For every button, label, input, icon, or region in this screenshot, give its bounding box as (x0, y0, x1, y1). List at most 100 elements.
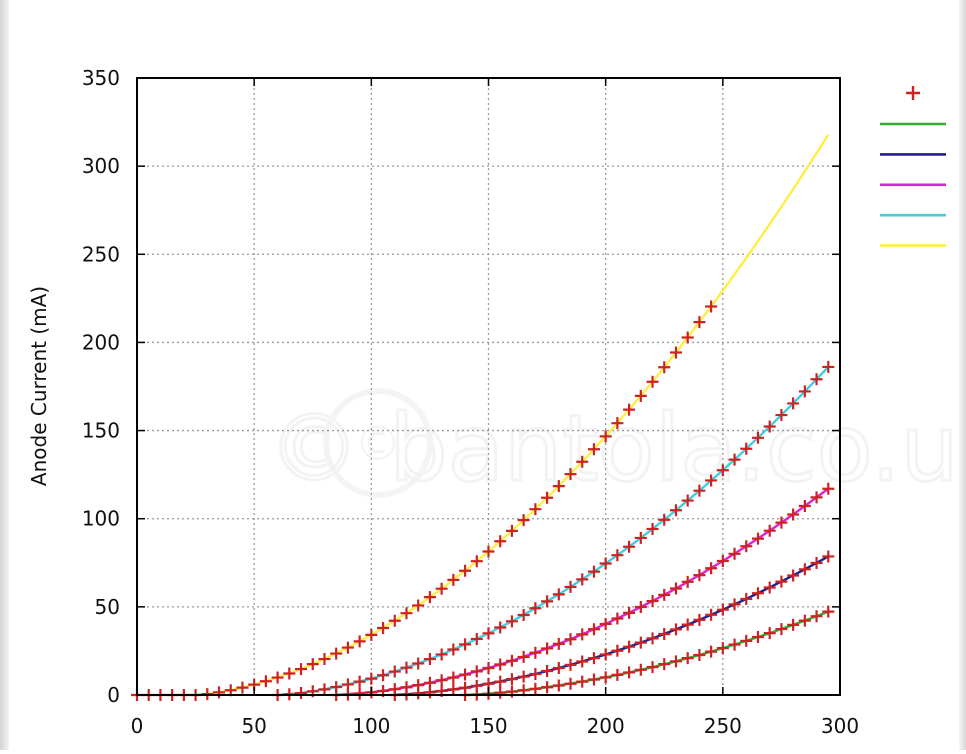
data-point-marker (822, 360, 835, 373)
data-point-marker (587, 673, 600, 686)
data-point-marker (377, 622, 390, 635)
data-point-marker (775, 623, 788, 636)
y-axis-ticks: 0 50 100 150 200 250 300 350 (82, 66, 840, 707)
data-point-marker (552, 480, 565, 493)
data-point-marker (423, 591, 436, 604)
y-tick-label: 0 (107, 683, 120, 707)
data-point-marker (517, 608, 530, 621)
data-point-marker (646, 661, 659, 674)
data-point-marker (705, 474, 718, 487)
data-point-marker (423, 686, 436, 699)
data-point-marker (435, 674, 448, 687)
data-point-marker (412, 657, 425, 670)
data-point-marker (552, 662, 565, 675)
data-point-marker (587, 652, 600, 665)
data-point-marker (587, 565, 600, 578)
data-point-marker (634, 389, 647, 402)
data-point-marker (623, 640, 636, 653)
data-point-marker (611, 612, 624, 625)
data-point-marker (599, 617, 612, 630)
data-point-marker (611, 668, 624, 681)
data-point-marker (494, 686, 507, 699)
data-point-marker (576, 675, 589, 688)
data-point-marker (599, 430, 612, 443)
watermark-text: © bantola.co.uk (268, 395, 966, 502)
data-point-marker (576, 573, 589, 586)
data-point-marker (646, 375, 659, 388)
data-point-marker (377, 669, 390, 682)
data-point-marker (693, 316, 706, 329)
data-point-marker (283, 667, 296, 680)
y-tick-label: 100 (82, 507, 120, 531)
data-point-marker (552, 679, 565, 692)
data-point-marker (494, 535, 507, 548)
data-point-marker (541, 595, 554, 608)
data-point-marker (213, 686, 226, 699)
data-point-marker (295, 687, 308, 700)
data-point-marker (623, 540, 636, 553)
data-point-marker (751, 532, 764, 545)
data-point-marker (341, 678, 354, 691)
data-point-marker (634, 663, 647, 676)
marker-curve-3 (330, 482, 835, 701)
data-point-marker (728, 547, 741, 560)
data-point-marker (763, 627, 776, 640)
data-point-marker (763, 524, 776, 537)
data-point-marker (330, 647, 343, 660)
data-point-marker (611, 549, 624, 562)
x-tick-label: 50 (241, 714, 266, 738)
data-point-marker (751, 431, 764, 444)
data-point-marker (693, 484, 706, 497)
data-point-marker (787, 569, 800, 582)
data-point-marker (423, 653, 436, 666)
data-point-marker (775, 516, 788, 529)
data-point-marker (482, 545, 495, 558)
marker-curve-2 (271, 360, 835, 701)
data-point-marker (728, 598, 741, 611)
watermark: © © bantola.co.uk (267, 388, 966, 504)
x-tick-label: 100 (352, 714, 390, 738)
data-point-marker (798, 385, 811, 398)
data-point-marker (705, 608, 718, 621)
x-tick-label: 150 (469, 714, 507, 738)
data-point-marker (634, 636, 647, 649)
data-point-marker (822, 482, 835, 495)
data-point-marker (295, 663, 308, 676)
data-point-marker (494, 621, 507, 634)
data-point-marker (388, 614, 401, 627)
data-point-marker (576, 655, 589, 668)
data-point-marker (681, 652, 694, 665)
data-point-marker (798, 563, 811, 576)
data-point-marker (658, 658, 671, 671)
y-tick-label: 200 (82, 330, 120, 354)
data-point-marker (447, 643, 460, 656)
data-point-marker (740, 592, 753, 605)
data-point-marker (447, 671, 460, 684)
data-point-marker (482, 662, 495, 675)
data-point-marker (306, 658, 319, 671)
data-point-marker (810, 556, 823, 569)
x-tick-label: 300 (821, 714, 859, 738)
data-point-marker (705, 300, 718, 313)
data-point-marker (787, 397, 800, 410)
data-point-marker (587, 443, 600, 456)
data-point-marker (740, 540, 753, 553)
data-point-marker (599, 648, 612, 661)
data-point-marker (470, 555, 483, 568)
data-point-marker (576, 628, 589, 641)
legend (880, 86, 946, 247)
data-point-marker (365, 672, 378, 685)
x-axis-ticks: 0 50 100 150 200 250 300 (131, 78, 859, 738)
data-point-marker (740, 442, 753, 455)
data-point-marker (365, 628, 378, 641)
data-point-marker (740, 634, 753, 647)
data-point-marker (705, 562, 718, 575)
data-point-marker (716, 642, 729, 655)
data-point-marker (564, 633, 577, 646)
data-point-marker (763, 420, 776, 433)
data-point-marker (822, 605, 835, 618)
data-point-marker (236, 681, 249, 694)
data-point-marker (775, 575, 788, 588)
data-point-marker (388, 665, 401, 678)
data-point-marker (318, 653, 331, 666)
